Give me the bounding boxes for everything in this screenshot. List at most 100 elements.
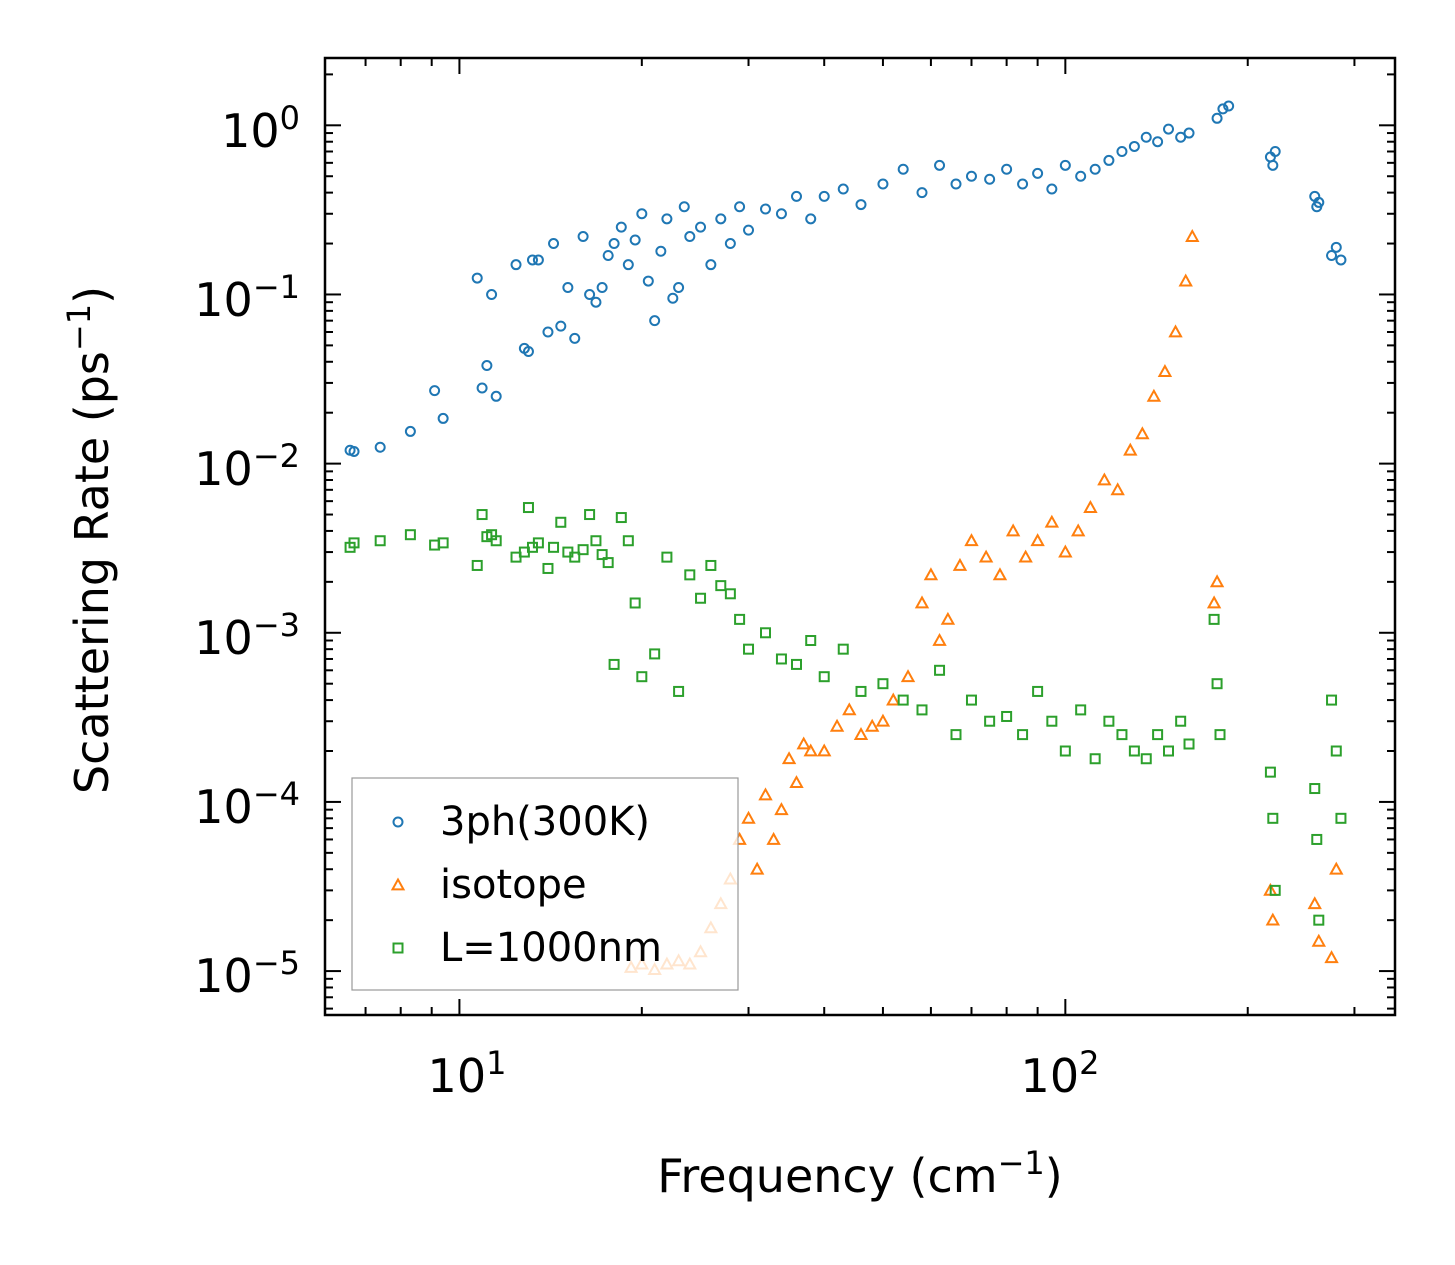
legend-box <box>351 777 739 991</box>
data-point <box>584 288 596 300</box>
data-point <box>749 861 765 875</box>
y-tick-exp: 0 <box>280 99 300 137</box>
data-point <box>577 231 589 243</box>
data-point <box>486 288 498 300</box>
data-point <box>724 588 736 600</box>
y-tick-exp: −2 <box>253 437 300 475</box>
data-point <box>1326 694 1338 706</box>
data-point <box>724 238 736 250</box>
y-axis-label-close: ) <box>65 286 119 304</box>
data-point <box>629 234 641 246</box>
data-point <box>855 685 867 697</box>
data-point <box>964 533 979 547</box>
data-point <box>805 213 817 225</box>
data-point <box>1309 783 1321 795</box>
data-point <box>1075 704 1087 716</box>
data-point <box>584 509 596 521</box>
data-point <box>803 743 818 757</box>
data-point <box>842 702 857 716</box>
plot-frame <box>323 56 1397 1017</box>
data-point <box>577 544 589 556</box>
data-point <box>1214 729 1226 741</box>
data-point <box>818 190 830 202</box>
data-point <box>1123 442 1138 456</box>
data-point <box>1178 273 1193 287</box>
data-point <box>1110 482 1125 496</box>
data-point <box>1209 574 1225 588</box>
data-point <box>1269 146 1281 158</box>
data-point <box>766 831 781 845</box>
data-point <box>916 704 928 716</box>
data-point <box>1217 103 1229 115</box>
data-point <box>978 549 994 563</box>
data-point <box>562 281 574 293</box>
data-point <box>1324 950 1339 964</box>
data-point <box>837 643 849 655</box>
data-point <box>548 238 560 250</box>
data-point <box>622 259 634 271</box>
legend-marker <box>392 942 404 954</box>
data-point <box>608 658 620 670</box>
data-point <box>661 213 673 225</box>
series-square <box>344 502 1347 926</box>
data-point <box>1267 159 1279 171</box>
data-point <box>952 557 968 571</box>
data-point <box>950 729 962 741</box>
data-point <box>818 671 830 683</box>
data-point <box>897 694 909 706</box>
y-tick-exp: −1 <box>253 268 300 306</box>
data-point <box>934 664 946 676</box>
data-point <box>790 190 802 202</box>
data-point <box>590 535 602 547</box>
data-point <box>734 613 746 625</box>
data-point <box>542 562 554 574</box>
data-point <box>522 502 534 514</box>
data-point <box>1163 745 1175 757</box>
data-point <box>404 425 416 437</box>
data-point <box>1175 715 1187 727</box>
data-point <box>471 272 483 284</box>
data-point <box>1335 254 1347 266</box>
data-point <box>555 516 567 528</box>
data-point <box>1211 678 1223 690</box>
legend-marker <box>392 816 404 828</box>
data-point <box>684 231 696 243</box>
data-point <box>1001 163 1013 175</box>
data-point <box>642 275 654 287</box>
data-point <box>1128 140 1140 152</box>
x-tick-labels: 101 102 <box>428 1044 1100 1103</box>
data-point <box>629 597 641 609</box>
data-point <box>510 259 522 271</box>
data-point <box>734 201 746 213</box>
data-point <box>758 787 773 801</box>
data-point <box>532 537 544 549</box>
series-circle <box>344 100 1347 457</box>
data-point <box>1097 472 1112 486</box>
x-axis-label-exp: −1 <box>998 1144 1045 1182</box>
data-point <box>636 671 648 683</box>
data-point <box>790 658 802 670</box>
y-tick-label-1e-4: 10−4 <box>194 775 300 834</box>
data-point <box>1329 861 1344 875</box>
data-point <box>622 535 634 547</box>
data-point <box>695 592 707 604</box>
data-point <box>542 326 554 338</box>
data-point <box>348 537 360 549</box>
data-point <box>615 221 627 233</box>
y-tick-label-1e-1: 10−1 <box>194 268 300 327</box>
data-point <box>1330 745 1342 757</box>
data-point <box>590 296 602 308</box>
data-point <box>705 559 717 571</box>
x-tick-exp: 2 <box>1079 1044 1099 1082</box>
data-point <box>1311 833 1323 845</box>
data-point <box>875 713 891 727</box>
data-point <box>886 692 901 706</box>
data-point <box>1313 196 1325 208</box>
data-point <box>655 245 667 257</box>
data-point <box>1206 595 1222 609</box>
legend-label-3ph: 3ph(300K) <box>440 799 650 845</box>
data-point <box>1103 154 1115 166</box>
data-point <box>789 775 804 789</box>
data-point <box>1140 131 1152 143</box>
data-point <box>760 627 772 639</box>
